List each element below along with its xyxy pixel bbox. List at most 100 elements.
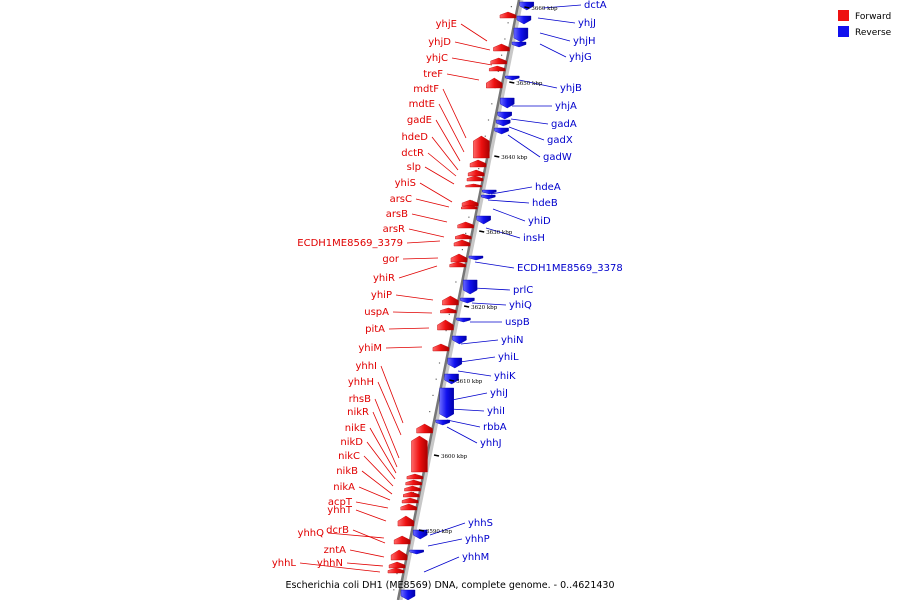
reverse-gene-label[interactable]: gadW [543, 152, 572, 163]
forward-gene-label[interactable]: ECDH1ME8569_3379 [297, 238, 403, 249]
forward-gene-label[interactable]: pitA [365, 324, 385, 335]
forward-gene-label[interactable]: yhiR [373, 273, 395, 284]
reverse-gene-label[interactable]: yhjH [573, 36, 596, 47]
reverse-gene-glyph[interactable] [400, 589, 416, 600]
reverse-gene-label[interactable]: uspB [505, 317, 530, 328]
reverse-gene-glyph[interactable] [494, 127, 509, 135]
reverse-gene-glyph[interactable] [519, 1, 534, 11]
reverse-gene-label[interactable]: yhjA [555, 101, 577, 112]
reverse-gene-label[interactable]: yhhJ [480, 438, 502, 449]
forward-gene-label[interactable]: slp [407, 162, 421, 173]
forward-gene-label[interactable]: yhjD [428, 37, 451, 48]
reverse-gene-glyph[interactable] [468, 255, 484, 261]
forward-gene-glyph[interactable] [401, 497, 419, 504]
forward-gene-label[interactable]: arsC [390, 194, 412, 205]
forward-gene-glyph[interactable] [499, 11, 517, 19]
reverse-gene-glyph[interactable] [409, 549, 424, 555]
reverse-gene-glyph[interactable] [460, 297, 475, 304]
reverse-gene-label[interactable]: yhjB [560, 83, 582, 94]
forward-gene-glyph[interactable] [405, 479, 422, 486]
reverse-gene-glyph[interactable] [444, 373, 459, 385]
forward-gene-glyph[interactable] [440, 307, 457, 314]
reverse-gene-glyph[interactable] [516, 15, 532, 25]
forward-gene-label[interactable]: nikR [347, 407, 369, 418]
forward-gene-label[interactable]: nikA [333, 482, 355, 493]
reverse-gene-glyph[interactable] [482, 189, 497, 195]
reverse-gene-label[interactable]: gadA [551, 119, 577, 130]
forward-gene-glyph[interactable] [404, 485, 421, 492]
forward-gene-label[interactable]: nikD [340, 437, 363, 448]
forward-gene-label[interactable]: yhhL [272, 558, 297, 569]
reverse-gene-label[interactable]: yhiI [487, 406, 505, 417]
forward-gene-glyph[interactable] [453, 239, 471, 247]
reverse-gene-glyph[interactable] [447, 357, 462, 369]
forward-gene-label[interactable]: acpT [328, 497, 353, 508]
forward-gene-glyph[interactable] [449, 261, 466, 268]
reverse-gene-label[interactable]: rbbA [483, 422, 507, 433]
forward-gene-label[interactable]: arsR [383, 224, 405, 235]
reverse-gene-label[interactable]: yhiN [501, 335, 524, 346]
reverse-gene-glyph[interactable] [505, 75, 520, 81]
forward-gene-glyph[interactable] [416, 423, 433, 434]
reverse-gene-label[interactable]: yhhS [468, 518, 493, 529]
reverse-gene-label[interactable]: yhiL [498, 352, 519, 363]
reverse-gene-label[interactable]: yhiK [494, 371, 516, 382]
forward-gene-glyph[interactable] [467, 169, 485, 177]
reverse-gene-glyph[interactable] [452, 335, 467, 345]
forward-gene-glyph[interactable] [493, 43, 510, 52]
forward-gene-label[interactable]: yhjE [436, 19, 457, 30]
reverse-gene-label[interactable]: dctA [584, 0, 607, 11]
reverse-gene-label[interactable]: gadX [547, 135, 573, 146]
forward-gene-glyph[interactable] [388, 561, 406, 569]
forward-gene-glyph[interactable] [437, 319, 454, 331]
forward-gene-glyph[interactable] [397, 515, 415, 527]
forward-gene-glyph[interactable] [455, 233, 472, 240]
reverse-gene-glyph[interactable] [500, 97, 515, 109]
reverse-gene-glyph[interactable] [456, 317, 471, 323]
forward-gene-label[interactable]: nikB [336, 466, 358, 477]
reverse-gene-label[interactable]: prlC [513, 285, 533, 296]
reverse-gene-label[interactable]: yhiJ [490, 388, 508, 399]
forward-gene-label[interactable]: hdeD [401, 132, 428, 143]
forward-gene-glyph[interactable] [387, 567, 405, 574]
forward-gene-label[interactable]: nikE [345, 423, 366, 434]
forward-gene-label[interactable]: gadE [407, 115, 432, 126]
reverse-gene-label[interactable]: hdeA [535, 182, 561, 193]
forward-gene-label[interactable]: uspA [364, 307, 389, 318]
reverse-gene-glyph[interactable] [513, 27, 529, 43]
reverse-gene-label[interactable]: yhiD [528, 216, 551, 227]
forward-gene-glyph[interactable] [461, 204, 478, 210]
forward-gene-label[interactable]: yhhI [355, 361, 377, 372]
reverse-gene-label[interactable]: insH [523, 233, 545, 244]
forward-gene-glyph[interactable] [393, 535, 411, 545]
reverse-gene-glyph[interactable] [413, 529, 428, 540]
forward-gene-label[interactable]: yhjC [426, 53, 448, 64]
forward-gene-glyph[interactable] [465, 183, 482, 188]
reverse-gene-label[interactable]: yhjJ [578, 18, 596, 29]
forward-gene-label[interactable]: yhiS [395, 178, 416, 189]
forward-gene-glyph[interactable] [473, 135, 490, 159]
forward-gene-label[interactable]: arsB [386, 209, 408, 220]
forward-gene-label[interactable]: yhhH [348, 377, 374, 388]
reverse-gene-glyph[interactable] [481, 194, 496, 200]
reverse-gene-glyph[interactable] [476, 215, 491, 225]
forward-gene-glyph[interactable] [490, 57, 507, 65]
forward-gene-glyph[interactable] [400, 503, 417, 511]
forward-gene-glyph[interactable] [403, 491, 420, 498]
forward-gene-label[interactable]: rhsB [349, 394, 371, 405]
reverse-gene-label[interactable]: yhhP [465, 534, 490, 545]
forward-gene-label[interactable]: gor [382, 254, 399, 265]
forward-gene-glyph[interactable] [411, 435, 428, 473]
reverse-gene-label[interactable]: yhjG [569, 52, 592, 63]
forward-gene-glyph[interactable] [406, 473, 424, 480]
reverse-gene-glyph[interactable] [462, 279, 478, 295]
forward-gene-glyph[interactable] [442, 295, 459, 306]
forward-gene-glyph[interactable] [450, 253, 468, 263]
reverse-gene-glyph[interactable] [497, 111, 512, 120]
forward-gene-label[interactable]: yhhN [317, 558, 343, 569]
reverse-gene-label[interactable]: yhhM [462, 552, 489, 563]
forward-gene-glyph[interactable] [390, 549, 408, 561]
reverse-gene-glyph[interactable] [439, 387, 454, 419]
reverse-gene-glyph[interactable] [495, 119, 511, 127]
forward-gene-label[interactable]: yhiP [371, 290, 392, 301]
